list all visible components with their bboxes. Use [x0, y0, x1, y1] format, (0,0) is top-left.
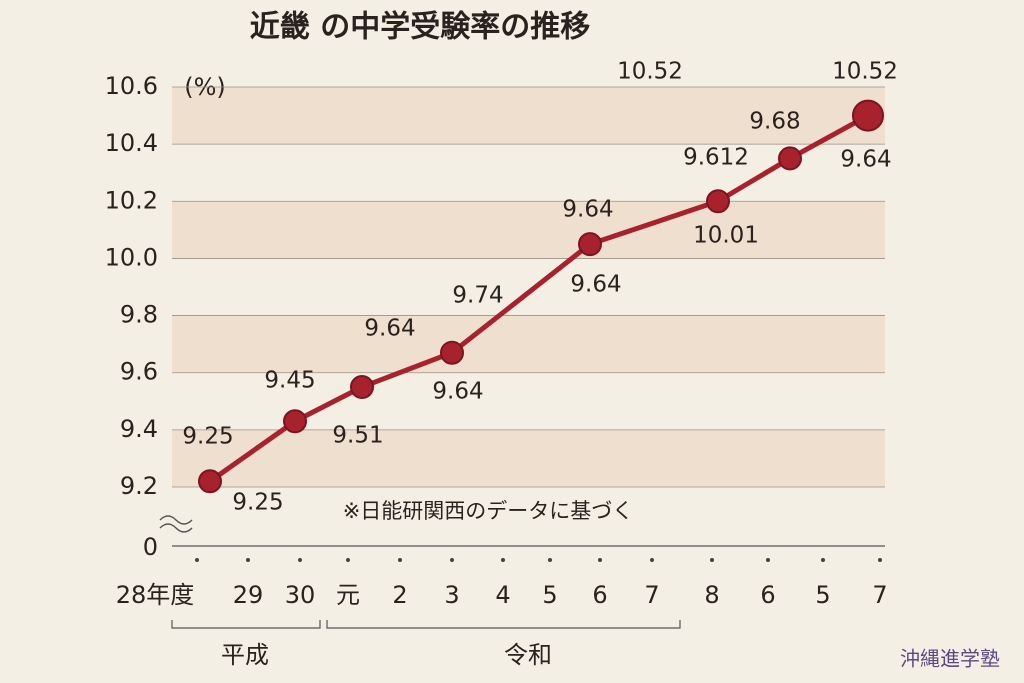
y-tick-label: 10.2 — [105, 186, 158, 214]
annotation: 9.64 — [364, 316, 415, 342]
x-tick-label: 7 — [872, 581, 887, 609]
x-tick-dot — [766, 558, 770, 562]
line — [208, 113, 870, 484]
x-tick-label: 7 — [644, 581, 659, 609]
x-tick-dot — [298, 558, 302, 562]
annotation: 9.51 — [332, 423, 383, 449]
band — [172, 429, 885, 487]
x-tick-label: 6 — [592, 581, 607, 609]
y-tick-label: 10.4 — [105, 129, 158, 157]
annotation: 9.25 — [182, 424, 233, 450]
annotation: 9.612 — [683, 145, 749, 171]
band — [172, 315, 885, 373]
x-tick-dot — [710, 558, 714, 562]
x-tick-dot — [548, 558, 552, 562]
point — [440, 340, 464, 365]
annotation: 10.52 — [832, 59, 898, 85]
band — [172, 87, 885, 145]
x-tick-dot — [450, 558, 454, 562]
annotation: 9.25 — [232, 490, 283, 516]
point — [283, 409, 307, 434]
x-tick-dot — [821, 558, 825, 562]
y-tick-label: 9.6 — [120, 358, 158, 386]
x-tick-dot — [398, 558, 402, 562]
annotation: 9.64 — [840, 147, 891, 173]
y-tick-label: 10.0 — [105, 243, 158, 271]
x-tick-dot — [650, 558, 654, 562]
annotation: 10.01 — [693, 223, 759, 249]
band — [172, 201, 885, 259]
x-tick-label: 2 — [392, 581, 407, 609]
chart-title: 近畿 の中学受験率の推移 — [250, 10, 590, 45]
y-tick-label: 10.6 — [105, 72, 158, 100]
x-tick-dot — [346, 558, 350, 562]
x-tick-label: 元 — [336, 581, 360, 609]
x-tick-dot — [878, 558, 882, 562]
annotation: 9.64 — [562, 197, 613, 223]
point — [778, 146, 802, 171]
annotation: 9.45 — [264, 368, 315, 394]
point — [706, 189, 730, 214]
x-tick-label: 6 — [760, 581, 775, 609]
annotation: 9.74 — [452, 283, 503, 309]
x-tick-dot — [501, 558, 505, 562]
x-tick-label: 29 — [233, 581, 264, 609]
annotation: 9.64 — [570, 272, 621, 298]
x-tick-label: 5 — [815, 581, 830, 609]
x-tick-label: 8 — [704, 581, 719, 609]
group-label: 平成 — [221, 641, 269, 669]
x-tick-label: 4 — [495, 581, 510, 609]
point — [578, 232, 602, 257]
point — [198, 469, 222, 494]
watermark: 沖縄進学塾 — [900, 647, 1000, 671]
x-tick-dot — [598, 558, 602, 562]
annotation: 9.64 — [432, 379, 483, 405]
y-tick-label: 0 — [143, 533, 158, 561]
x-tick-dot — [195, 558, 199, 562]
point — [852, 99, 884, 132]
y-tick-label: 9.2 — [120, 472, 158, 500]
axis-break — [159, 515, 193, 533]
annotation: 10.52 — [617, 59, 683, 85]
x-tick-label: 3 — [444, 581, 459, 609]
x-tick-label: 30 — [285, 581, 316, 609]
x-tick-label: 28年度 — [116, 581, 195, 609]
group-bracket — [171, 620, 681, 629]
note: ※日能研関西のデータに基づく — [343, 499, 634, 523]
x-tick-label: 5 — [542, 581, 557, 609]
x-tick-dot — [246, 558, 250, 562]
point — [350, 375, 374, 399]
annotation: 9.68 — [749, 109, 800, 135]
group-label: 令和 — [504, 641, 552, 669]
y-tick-label: 9.4 — [120, 415, 158, 443]
y-tick-label: 9.8 — [120, 301, 158, 329]
